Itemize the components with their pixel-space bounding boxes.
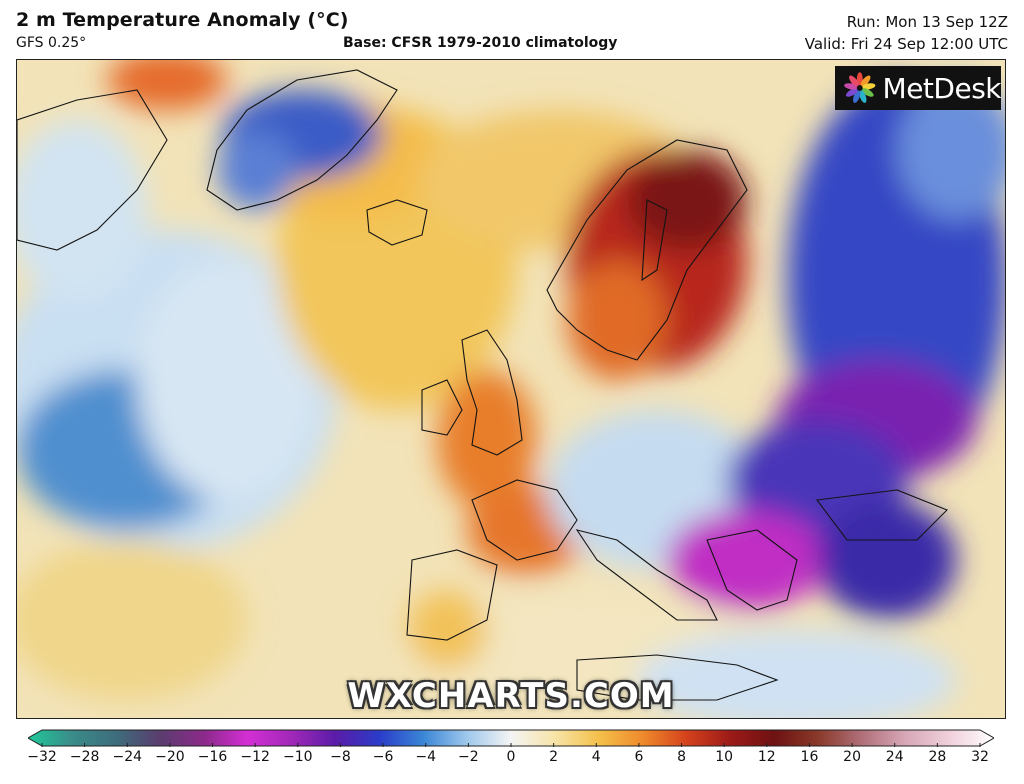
colorbar-tick-label: −16: [197, 749, 228, 765]
model-label: GFS 0.25°: [16, 35, 87, 51]
colorbar-tick-label: 16: [800, 749, 819, 765]
colorbar-tick-label: 20: [843, 749, 861, 765]
colorbar-scale: [26, 729, 996, 747]
metdesk-flower-icon: [844, 72, 876, 103]
colorbar-tick-label: 12: [757, 749, 776, 765]
colorbar-tick-label: 24: [885, 749, 904, 765]
colorbar-tick-label: −28: [69, 749, 100, 765]
colorbar-tick-label: −12: [240, 749, 270, 765]
run-time-label: Run: Mon 13 Sep 12Z: [846, 13, 1008, 31]
watermark: WXCHARTS.COM: [347, 676, 675, 716]
anomaly-map: MetDesk WXCHARTS.COM: [16, 59, 1006, 719]
colorbar-tick-label: −4: [415, 749, 437, 765]
colorbar-tick-label: 10: [715, 749, 734, 765]
chart-title: 2 m Temperature Anomaly (°C): [16, 9, 349, 31]
map-canvas: [17, 60, 1005, 718]
colorbar-tick-label: 28: [928, 749, 947, 765]
colorbar-tick-label: −6: [372, 749, 394, 765]
colorbar-tick-label: −2: [458, 749, 479, 765]
valid-time-label: Valid: Fri 24 Sep 12:00 UTC: [804, 35, 1008, 53]
colorbar-tick-label: 2: [549, 749, 559, 765]
colorbar: −32 −28 −24 −20 −16 −12 −10 −8 −6 −4 −2 0 2 4 6 8 10 12 16…: [26, 729, 996, 779]
colorbar-tick-label: −20: [155, 749, 185, 765]
colorbar-tick-label: −24: [112, 749, 143, 765]
colorbar-tick-label: 0: [506, 749, 516, 765]
metdesk-logo: MetDesk: [835, 66, 1002, 110]
climatology-base-label: Base: CFSR 1979-2010 climatology: [343, 35, 618, 51]
colorbar-tick-label: 4: [591, 749, 601, 765]
colorbar-tick-label: 8: [677, 749, 686, 765]
colorbar-tick-label: 6: [634, 749, 644, 765]
brand-name: MetDesk: [882, 71, 1002, 105]
colorbar-tick-label: 32: [971, 749, 989, 765]
chart-header: 2 m Temperature Anomaly (°C) GFS 0.25° B…: [0, 0, 1024, 58]
colorbar-tick-label: −32: [27, 749, 57, 765]
colorbar-tick-label: −10: [283, 749, 313, 765]
colorbar-tick-label: −8: [330, 749, 351, 765]
